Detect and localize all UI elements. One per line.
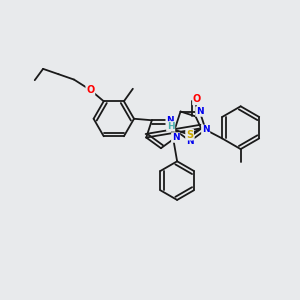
Text: S: S [186, 130, 193, 140]
Text: H: H [167, 122, 175, 131]
Text: N: N [196, 107, 203, 116]
Text: O: O [86, 85, 94, 95]
Text: N: N [166, 116, 174, 125]
Text: N: N [186, 136, 194, 146]
Text: N: N [172, 133, 179, 142]
Text: O: O [193, 94, 201, 104]
Text: N: N [202, 125, 209, 134]
